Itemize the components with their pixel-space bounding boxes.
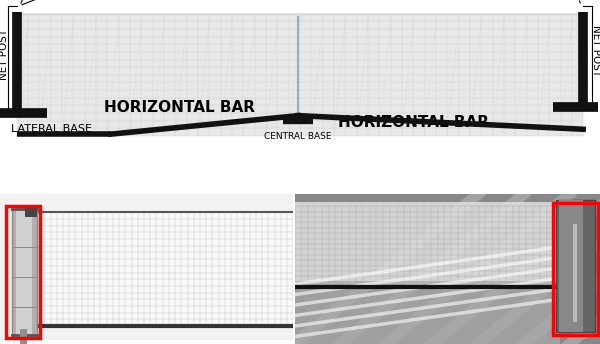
Bar — [17, 14, 583, 136]
Bar — [559, 200, 583, 332]
Bar — [295, 281, 560, 344]
Bar — [12, 209, 37, 335]
Bar — [6, 206, 40, 338]
Bar — [25, 206, 37, 217]
Bar — [295, 202, 560, 284]
Text: HORIZONTAL BAR: HORIZONTAL BAR — [338, 115, 490, 130]
Text: LATERAL BASE: LATERAL BASE — [11, 125, 92, 135]
Bar — [16, 209, 32, 335]
Bar — [572, 224, 577, 322]
Text: NET POST: NET POST — [0, 29, 8, 80]
Bar — [556, 200, 595, 332]
Bar — [553, 203, 598, 335]
Text: NET POST: NET POST — [592, 25, 600, 76]
Text: HORIZONTAL BAR: HORIZONTAL BAR — [104, 100, 256, 115]
Bar — [38, 212, 293, 326]
Text: CENTRAL BASE: CENTRAL BASE — [265, 132, 332, 141]
